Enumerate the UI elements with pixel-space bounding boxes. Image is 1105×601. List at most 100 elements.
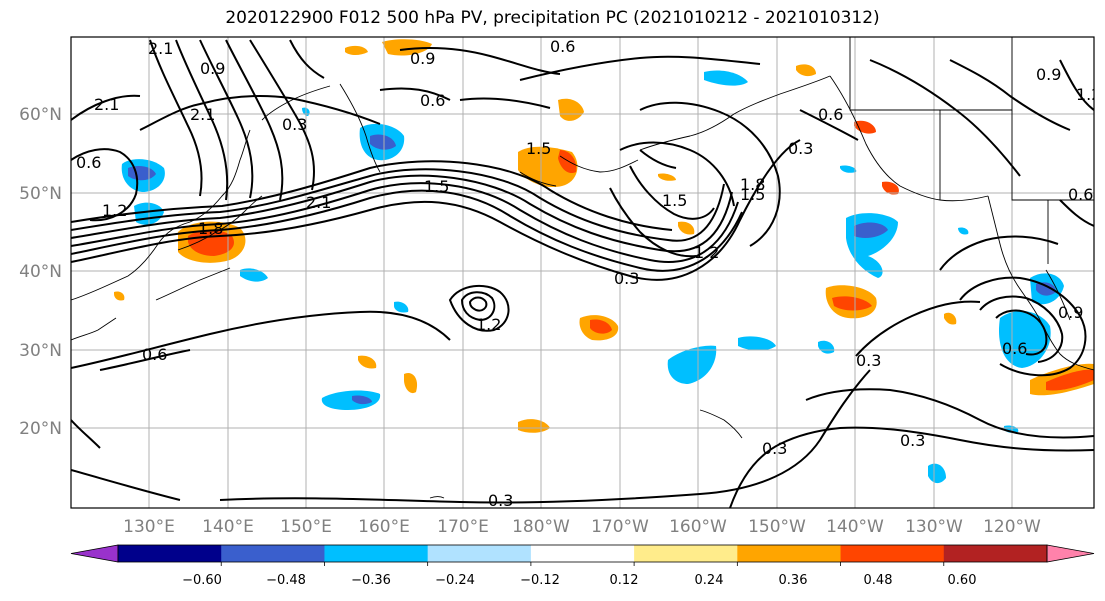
colorbar-segment	[530, 545, 635, 562]
graticule	[71, 37, 1094, 508]
colorbar-extend-low	[70, 544, 119, 563]
precip-blob	[854, 222, 888, 238]
contour-label: 1.5	[662, 191, 687, 210]
precip-blob	[394, 301, 409, 313]
precip-blob	[840, 165, 857, 173]
precip-blob	[558, 98, 584, 121]
contour-label: 0.3	[900, 431, 925, 450]
lon-label: 130°W	[905, 517, 963, 537]
lon-label: 150°E	[280, 517, 332, 537]
precip-blob	[928, 463, 946, 484]
contour-label: 0.3	[856, 351, 881, 370]
precip-blob	[796, 64, 816, 77]
latitude-labels: 60°N 50°N 40°N 30°N 20°N	[19, 105, 62, 439]
precip-blob	[854, 120, 876, 134]
precip-blob	[958, 227, 969, 235]
colorbar-segment	[427, 545, 532, 562]
colorbar-tick-label: −0.12	[520, 573, 560, 588]
colorbar-extend-high	[1046, 544, 1095, 563]
contour-label: 0.3	[762, 439, 787, 458]
precip-blob	[370, 134, 396, 150]
precip-blob	[358, 355, 377, 369]
colorbar-tick-label: 0.48	[864, 573, 893, 588]
map-border	[70, 36, 1095, 509]
colorbar-segments	[70, 544, 1095, 563]
contour-label: 0.9	[1036, 65, 1061, 84]
contour-label: 1.5	[424, 177, 449, 196]
contour-label: 1.2	[102, 201, 127, 220]
pv-contour-labels: 2.1 0.9 0.6 0.9 0.3 2.1 0.6 2.1 1.5 1.5 …	[76, 37, 1101, 510]
precip-blob	[832, 296, 872, 311]
contour-label: 2.1	[190, 105, 215, 124]
colorbar-tick-label: −0.24	[435, 573, 475, 588]
contour-label: 0.9	[200, 59, 225, 78]
colorbar-tick-label: 0.60	[948, 573, 977, 588]
contour-label: 1.2	[476, 315, 501, 334]
colorbar: −0.60 −0.48 −0.36 −0.24 −0.12 0.12 0.24 …	[70, 544, 1095, 588]
precip-blob	[352, 395, 372, 405]
lon-label: 170°E	[437, 517, 489, 537]
lon-label: 130°E	[123, 517, 175, 537]
colorbar-ticks	[220, 562, 945, 566]
contour-label: 2.1	[306, 193, 331, 212]
colorbar-tick-label: 0.36	[779, 573, 808, 588]
precip-blob	[882, 181, 899, 195]
colorbar-tick-label: −0.36	[351, 573, 391, 588]
colorbar-segment	[634, 545, 738, 562]
colorbar-segment	[737, 545, 842, 562]
contour-label: 0.3	[614, 269, 639, 288]
contour-label: 1.8	[198, 219, 223, 238]
colorbar-segment	[324, 545, 429, 562]
contour-label: 0.6	[142, 345, 167, 364]
colorbar-border	[117, 544, 1048, 563]
lat-label: 20°N	[19, 419, 62, 439]
contour-label: 0.6	[1002, 339, 1027, 358]
contour-label: 0.9	[410, 49, 435, 68]
map-title: 2020122900 F012 500 hPa PV, precipitatio…	[225, 8, 880, 28]
precip-blob	[114, 291, 125, 301]
precip-blob	[590, 319, 612, 334]
precip-blob	[704, 70, 748, 86]
precip-blob	[240, 268, 268, 282]
colorbar-tick-label: 0.24	[695, 573, 724, 588]
precip-blob	[1036, 282, 1056, 296]
precip-blob	[345, 45, 368, 55]
precip-blob	[382, 39, 432, 56]
colorbar-segment	[118, 545, 222, 562]
colorbar-tick-label: −0.48	[266, 573, 306, 588]
contour-label: 1.2	[1076, 85, 1101, 104]
lat-label: 60°N	[19, 105, 62, 125]
colorbar-segment	[943, 545, 1048, 562]
lat-label: 30°N	[19, 341, 62, 361]
pv-contours	[71, 39, 1094, 508]
precip-blob	[658, 173, 676, 181]
precip-blob	[1046, 369, 1094, 391]
precip-blob	[558, 150, 577, 174]
precip-blob	[678, 221, 695, 235]
contour-label: 1.8	[740, 175, 765, 194]
precip-blob	[944, 312, 957, 325]
lon-label: 150°W	[748, 517, 806, 537]
contour-label: 1.5	[740, 185, 765, 204]
contour-label: 1.2	[694, 243, 719, 262]
contour-label: 2.1	[94, 95, 119, 114]
lon-label: 170°W	[591, 517, 649, 537]
contour-label: 2.1	[148, 39, 173, 58]
lon-label: 160°W	[669, 517, 727, 537]
lon-label: 140°W	[826, 517, 884, 537]
contour-label: 0.3	[788, 139, 813, 158]
contour-label: 0.6	[76, 153, 101, 172]
colorbar-tick-label: −0.60	[182, 573, 222, 588]
precip-blob	[404, 372, 418, 394]
contour-label: 0.3	[488, 491, 513, 510]
colorbar-tick-label: 0.12	[610, 573, 639, 588]
contour-label: 0.6	[1068, 185, 1093, 204]
contour-label: 0.6	[818, 105, 843, 124]
contour-label: 0.9	[1058, 303, 1083, 322]
precip-blob	[518, 419, 550, 433]
longitude-labels: 130°E 140°E 150°E 160°E 170°E 180°W 170°…	[123, 517, 1041, 537]
contour-label: 0.6	[420, 91, 445, 110]
lat-label: 50°N	[19, 184, 62, 204]
lon-label: 120°W	[983, 517, 1041, 537]
